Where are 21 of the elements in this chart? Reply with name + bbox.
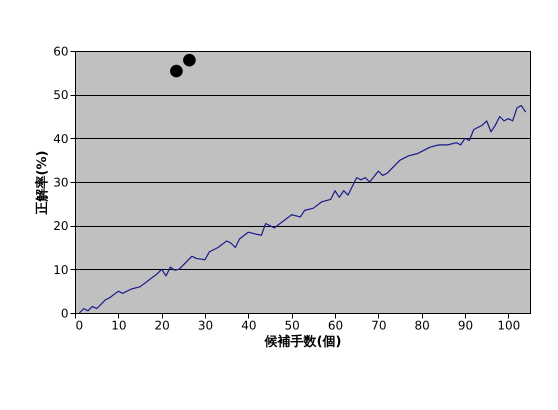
y-tick-label: 10 <box>53 262 68 277</box>
x-tick-label: 20 <box>154 318 170 332</box>
line-series <box>78 104 526 314</box>
x-tick-label: 90 <box>458 318 474 332</box>
x-tick-label: 40 <box>241 318 256 332</box>
y-tick-label: 0 <box>60 306 68 320</box>
y-tick-label: 40 <box>53 132 68 146</box>
x-tick-label: 80 <box>414 318 430 332</box>
x-axis-title: 候補手数(個) <box>264 334 342 350</box>
y-tick-label: 20 <box>53 219 68 234</box>
y-axis-title: 正解率(%) <box>34 150 50 216</box>
x-tick-label: 70 <box>371 318 386 332</box>
y-tick-label: 50 <box>53 88 68 102</box>
x-tick-label: 10 <box>111 318 126 332</box>
y-tick-label: 30 <box>53 176 68 190</box>
x-tick-label: 100 <box>497 318 520 332</box>
x-tick-label: 50 <box>284 318 300 332</box>
x-tick-label: 0 <box>76 318 84 332</box>
x-tick-label: 60 <box>328 318 344 332</box>
x-tick-label: 30 <box>198 318 214 332</box>
y-tick-label: 60 <box>53 44 68 58</box>
